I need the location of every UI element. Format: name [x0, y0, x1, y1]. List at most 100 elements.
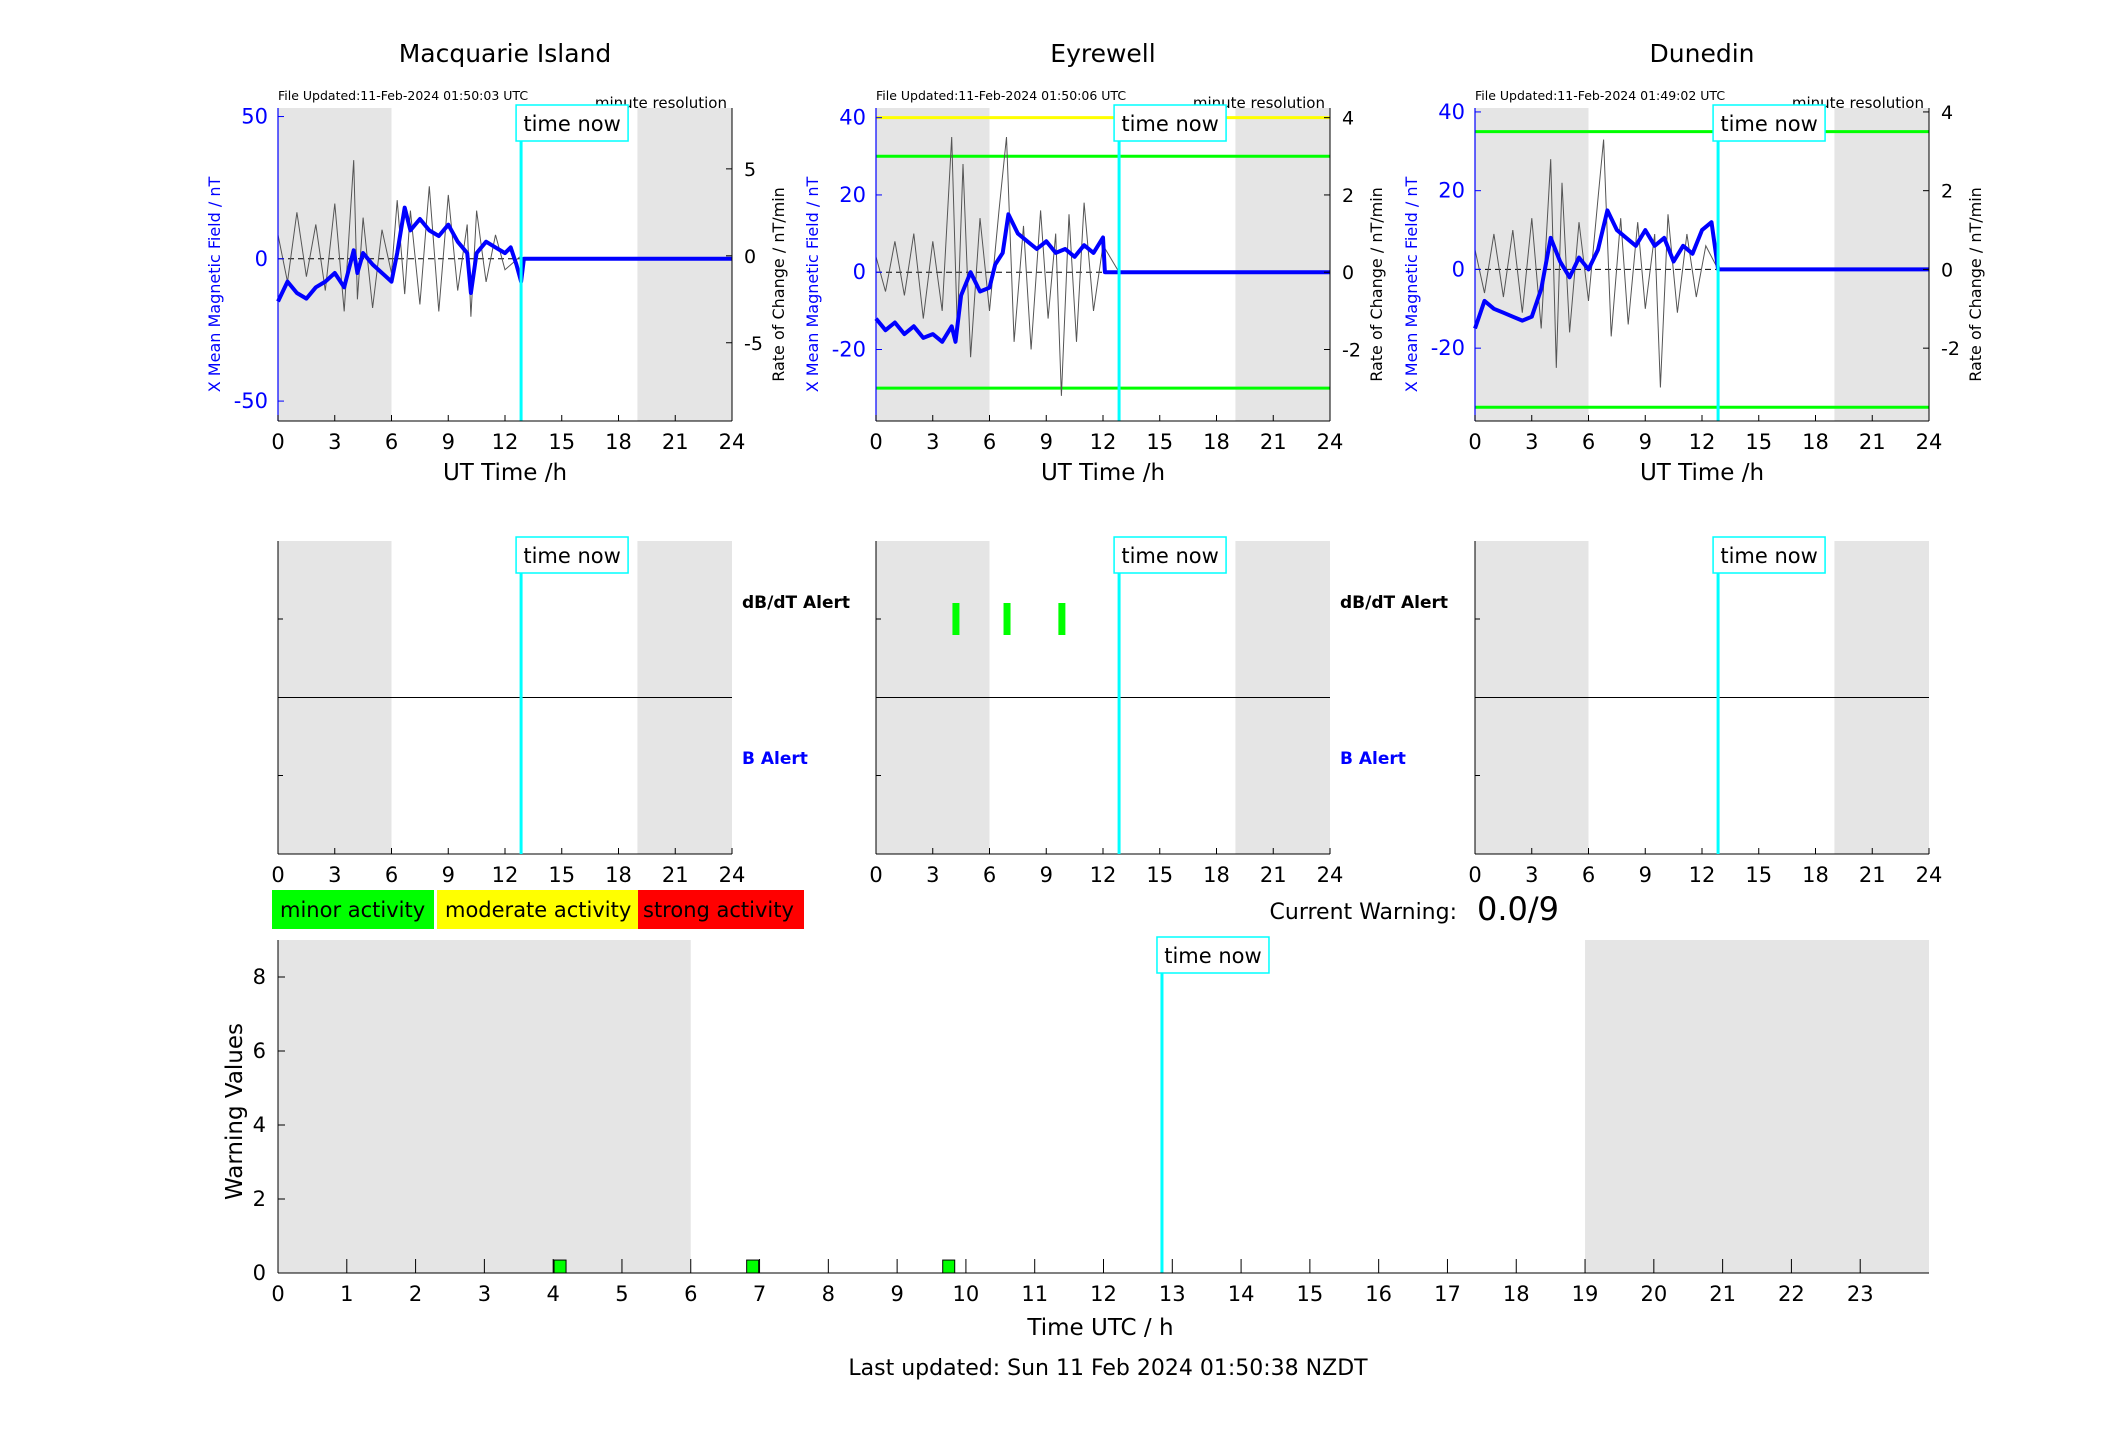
legend-minor-label: minor activity	[280, 898, 425, 922]
legend-moderate-label: moderate activity	[445, 898, 631, 922]
alert-x-tick-label: 18	[1802, 863, 1829, 887]
warning-x-tick-label: 5	[615, 1282, 628, 1306]
chart-layer: Macquarie Island File Updated:11-Feb-2024…	[205, 39, 1985, 1341]
x-tick-label: 0	[1468, 430, 1481, 454]
alert-x-tick-label: 6	[1582, 863, 1595, 887]
alert-x-tick-label: 18	[605, 863, 632, 887]
x-tick-label: 0	[271, 430, 284, 454]
y-right-tick-label: 4	[1941, 102, 1953, 124]
magnetic-field-line	[276, 205, 732, 303]
y-right-tick-label: 0	[1342, 262, 1354, 284]
x-tick-label: 18	[1203, 430, 1230, 454]
warning-x-tick-label: 3	[478, 1282, 491, 1306]
night-shade	[1475, 108, 1589, 421]
time-now-label-box	[1712, 104, 1826, 142]
time-now-label-box	[1712, 536, 1826, 574]
alert-x-tick-label: 6	[983, 863, 996, 887]
y-tick-label: 0	[1452, 257, 1465, 281]
x-axis-label: UT Time /h	[1640, 460, 1764, 486]
station-panel-1: Macquarie Island File Updated:11-Feb-2024…	[205, 39, 850, 887]
time-now-label-box	[1113, 536, 1227, 574]
warning-x-tick-label: 2	[409, 1282, 422, 1306]
rate-of-change-line	[1474, 139, 1719, 388]
b-alert-label: B Alert	[1340, 749, 1406, 769]
warning-night-shade	[278, 940, 691, 1273]
x-tick-label: 0	[869, 430, 882, 454]
y-right-axis-label: Rate of Change / nT/min	[1966, 187, 1985, 382]
station-panel-2: Eyrewell File Updated:11-Feb-2024 01:50:0…	[803, 39, 1448, 887]
warning-x-tick-label: 20	[1640, 1282, 1667, 1306]
alert-x-tick-label: 9	[1040, 863, 1053, 887]
x-tick-label: 6	[1582, 430, 1595, 454]
warning-y-tick-label: 6	[253, 1039, 266, 1063]
x-tick-label: 6	[983, 430, 996, 454]
x-tick-label: 18	[605, 430, 632, 454]
station-panel-3: Dunedin File Updated:11-Feb-2024 01:49:02…	[1402, 39, 1985, 887]
file-updated-text: File Updated:11-Feb-2024 01:50:03 UTC	[278, 88, 528, 103]
y-right-axis-label: Rate of Change / nT/min	[769, 187, 788, 382]
alert-x-tick-label: 0	[869, 863, 882, 887]
warning-y-tick-label: 8	[253, 965, 266, 989]
dbdt-alert-mark	[952, 603, 960, 635]
warning-x-tick-label: 14	[1228, 1282, 1255, 1306]
x-axis-label: UT Time /h	[1041, 460, 1165, 486]
time-now-label: time now	[1121, 112, 1218, 136]
alert-x-tick-label: 12	[1090, 863, 1117, 887]
station-title: Macquarie Island	[399, 39, 612, 68]
y-right-tick-label: -2	[1342, 340, 1361, 362]
y-right-tick-label: 5	[744, 159, 756, 181]
alert-x-tick-label: 3	[1525, 863, 1538, 887]
time-now-label-box	[515, 104, 629, 142]
legend-moderate-swatch	[437, 890, 638, 929]
x-tick-label: 15	[1146, 430, 1173, 454]
warning-x-tick-label: 21	[1709, 1282, 1736, 1306]
warning-x-tick-label: 0	[271, 1282, 284, 1306]
warning-bar	[553, 1259, 567, 1274]
time-now-label: time now	[1164, 944, 1261, 968]
y-tick-label: 40	[1438, 100, 1465, 124]
y-tick-label: -50	[234, 389, 268, 413]
time-now-label-box	[515, 536, 629, 574]
time-now-label-box	[1113, 104, 1227, 142]
y-tick-label: 0	[255, 247, 268, 271]
y-right-tick-label: -5	[744, 333, 763, 355]
alert-x-tick-label: 3	[328, 863, 341, 887]
warning-x-tick-label: 1	[340, 1282, 353, 1306]
y-tick-label: -20	[1431, 336, 1465, 360]
legend-strong-swatch	[638, 890, 804, 929]
warning-x-tick-label: 12	[1090, 1282, 1117, 1306]
alert-x-tick-label: 15	[548, 863, 575, 887]
x-axis-label: UT Time /h	[443, 460, 567, 486]
alert-x-tick-label: 15	[1146, 863, 1173, 887]
warning-y-tick-label: 0	[253, 1261, 266, 1285]
night-shade	[1834, 108, 1929, 421]
x-tick-label: 9	[442, 430, 455, 454]
y-right-tick-label: 0	[1941, 259, 1953, 281]
warning-x-tick-label: 15	[1297, 1282, 1324, 1306]
warning-bar	[942, 1259, 956, 1274]
x-tick-label: 24	[719, 430, 746, 454]
x-tick-label: 3	[328, 430, 341, 454]
x-tick-label: 3	[926, 430, 939, 454]
warning-x-tick-label: 16	[1365, 1282, 1392, 1306]
time-now-label: time now	[1720, 544, 1817, 568]
time-now-label-box	[1156, 936, 1270, 974]
x-tick-label: 12	[1689, 430, 1716, 454]
warning-x-tick-label: 8	[822, 1282, 835, 1306]
y-tick-label: 50	[241, 105, 268, 129]
file-updated-text: File Updated:11-Feb-2024 01:49:02 UTC	[1475, 88, 1725, 103]
y-right-tick-label: 0	[744, 246, 756, 268]
y-right-tick-label: 2	[1342, 185, 1354, 207]
magnetic-field-line	[874, 212, 1330, 344]
time-now-label: time now	[1121, 544, 1218, 568]
magnetic-field-line	[1473, 208, 1929, 330]
warning-x-tick-label: 19	[1572, 1282, 1599, 1306]
x-tick-label: 15	[1745, 430, 1772, 454]
warning-x-tick-label: 13	[1159, 1282, 1186, 1306]
warning-y-tick-label: 2	[253, 1187, 266, 1211]
warning-x-tick-label: 4	[546, 1282, 559, 1306]
alert-x-tick-label: 3	[926, 863, 939, 887]
y-axis-label: X Mean Magnetic Field / nT	[205, 177, 224, 393]
alert-x-tick-label: 24	[1317, 863, 1344, 887]
